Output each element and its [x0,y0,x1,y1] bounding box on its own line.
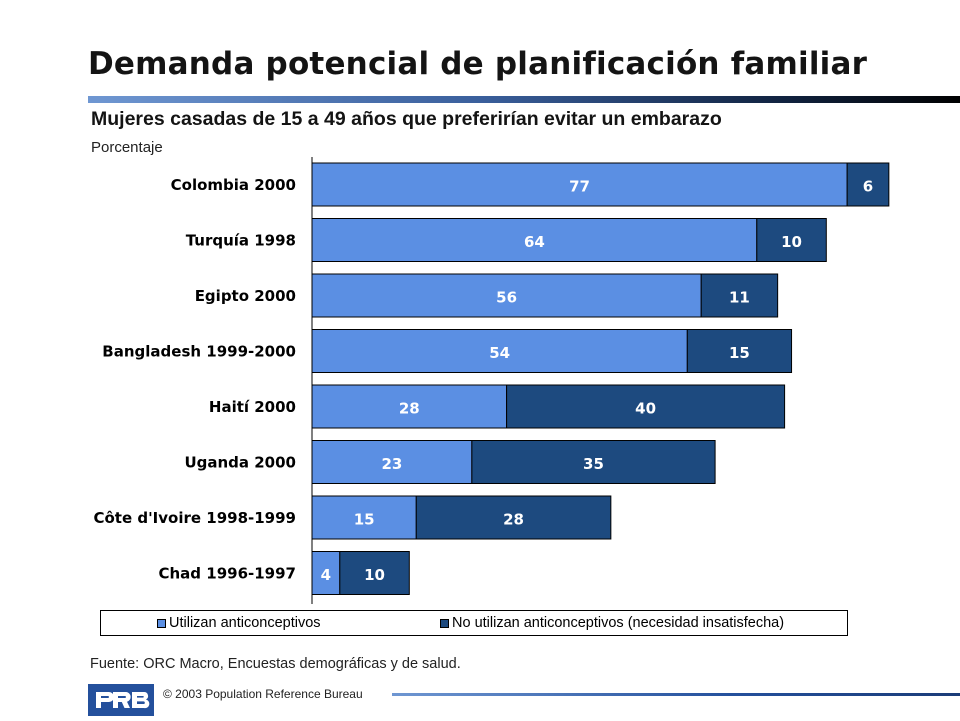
data-label-unmet: 10 [364,566,385,584]
bar-unmet [506,384,786,429]
data-label-unmet: 11 [729,289,750,307]
category-label: Côte d'Ivoire 1998-1999 [93,509,296,527]
bar-used [311,329,688,373]
bar-used [311,495,417,540]
prb-logo-mark [96,691,150,709]
bar-used [311,440,473,484]
data-label-used: 77 [569,178,590,196]
data-label-unmet: 28 [503,511,524,529]
category-label: Haití 2000 [209,398,296,416]
legend-label-unmet: No utilizan anticonceptivos (necesidad i… [452,615,785,631]
data-label-unmet: 35 [583,455,604,473]
data-label-unmet: 6 [863,178,873,196]
data-label-used: 23 [381,455,402,473]
prb-logo [88,684,154,716]
copyright-notice: © 2003 Population Reference Bureau [163,687,363,701]
data-label-used: 56 [496,289,517,307]
category-label: Uganda 2000 [184,454,296,472]
bar-unmet [471,440,716,484]
data-label-used: 64 [524,233,545,251]
slide-title: Demanda potencial de planificación famil… [88,46,868,82]
footer-rule [392,693,960,696]
data-label-unmet: 15 [729,344,750,362]
bar-used [311,551,341,595]
legend-swatch-used [157,618,166,628]
data-label-unmet: 40 [635,400,656,418]
category-label: Chad 1996-1997 [159,565,297,583]
bar-unmet [686,329,793,373]
bar-unmet [339,551,410,595]
bar-unmet [846,162,890,207]
bar-unmet [756,218,827,262]
bar-used [311,273,702,318]
category-label: Colombia 2000 [171,176,296,194]
stacked-bar-chart: Colombia 2000 77 6 Turquía 1998 64 10 Egipto 2… [93,157,890,604]
data-label-used: 54 [489,344,510,362]
data-label-used: 4 [321,566,331,584]
data-label-used: 15 [354,511,375,529]
chart-legend: Utilizan anticonceptivos No utilizan ant… [100,610,848,636]
category-label: Egipto 2000 [195,287,296,305]
bar-used [311,218,758,262]
legend-swatch-unmet [440,618,449,628]
bar-unmet [415,495,612,540]
category-label: Bangladesh 1999-2000 [102,343,296,361]
slide-subtitle: Mujeres casadas de 15 a 49 años que pref… [91,108,722,130]
source-note: Fuente: ORC Macro, Encuestas demográfica… [90,656,461,672]
category-label: Turquía 1998 [186,232,296,250]
data-label-unmet: 10 [781,233,802,251]
data-label-used: 28 [399,400,420,418]
legend-label-used: Utilizan anticonceptivos [169,615,321,631]
legend-item-unmet: No utilizan anticonceptivos (necesidad i… [440,615,784,631]
bar-unmet [700,273,779,318]
title-rule [88,96,960,103]
legend-item-used: Utilizan anticonceptivos [157,615,321,631]
axis-label: Porcentaje [91,139,163,156]
